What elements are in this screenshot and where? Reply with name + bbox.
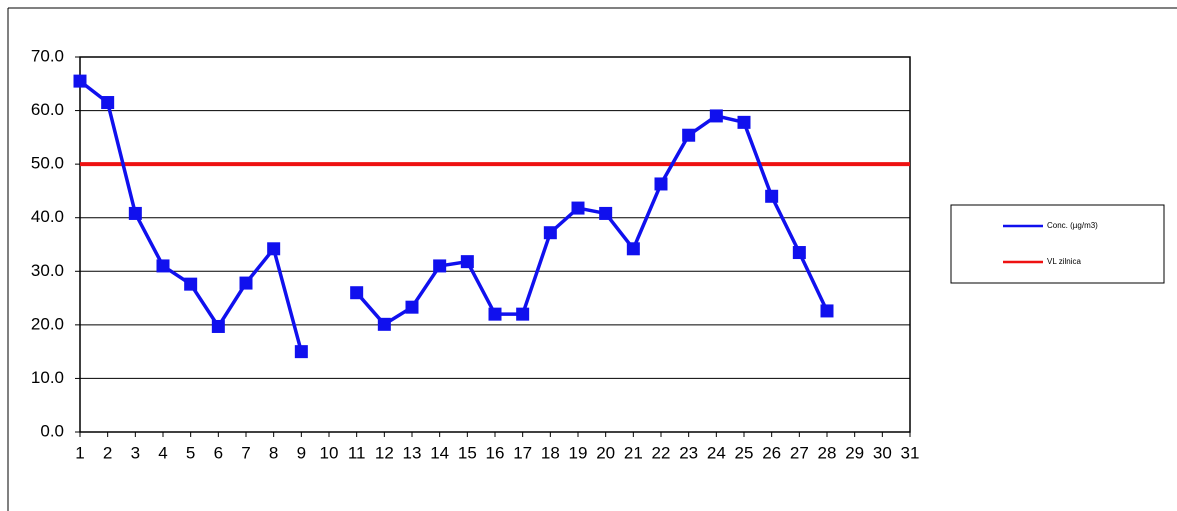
marker [820,304,834,318]
x-tick-label: 21 [624,443,643,462]
marker [765,189,779,203]
x-tick-label: 26 [762,443,781,462]
x-tick-label: 29 [845,443,864,462]
x-tick-label: 23 [679,443,698,462]
marker [654,177,668,191]
x-tick-label: 6 [214,443,223,462]
x-tick-label: 13 [403,443,422,462]
marker [294,345,308,359]
x-tick-label: 9 [297,443,306,462]
x-tick-label: 4 [158,443,167,462]
marker [516,307,530,321]
x-tick-label: 22 [652,443,671,462]
marker [460,255,474,269]
marker [128,206,142,220]
marker [73,74,87,88]
x-tick-label: 28 [818,443,837,462]
x-tick-label: 17 [513,443,532,462]
marker [737,115,751,129]
x-tick-label: 8 [269,443,278,462]
marker [488,307,502,321]
marker [101,96,115,110]
x-tick-label: 1 [75,443,84,462]
x-tick-label: 24 [707,443,726,462]
legend-label: Conc. (µg/m3) [1047,221,1098,230]
marker [433,259,447,273]
y-tick-label: 60.0 [31,100,64,119]
y-tick-label: 10.0 [31,368,64,387]
marker [184,277,198,291]
x-tick-label: 30 [873,443,892,462]
y-tick-label: 20.0 [31,314,64,333]
marker [543,226,557,240]
x-tick-label: 2 [103,443,112,462]
plot-area [79,56,911,433]
x-tick-label: 19 [569,443,588,462]
marker [405,300,419,314]
y-tick-label: 40.0 [31,207,64,226]
y-tick-label: 70.0 [31,46,64,65]
y-tick-label: 50.0 [31,154,64,173]
marker [377,317,391,331]
x-tick-label: 5 [186,443,195,462]
marker [156,259,170,273]
marker [599,206,613,220]
x-tick-label: 31 [901,443,920,462]
marker [571,201,585,215]
x-tick-label: 20 [596,443,615,462]
x-tick-label: 27 [790,443,809,462]
x-tick-label: 11 [348,443,366,462]
y-tick-label: 0.0 [40,421,64,440]
marker [626,242,640,256]
x-tick-label: 16 [486,443,505,462]
x-tick-label: 15 [458,443,477,462]
x-tick-label: 18 [541,443,560,462]
legend-label: VL zilnica [1047,257,1081,266]
y-tick-label: 30.0 [31,261,64,280]
x-tick-label: 12 [375,443,394,462]
marker [350,286,364,300]
x-tick-label: 25 [735,443,754,462]
x-tick-label: 14 [430,443,449,462]
marker [709,109,723,123]
x-tick-label: 10 [320,443,339,462]
legend-box [950,204,1165,284]
x-tick-label: 3 [131,443,140,462]
marker [792,246,806,260]
marker [211,319,225,333]
x-tick-label: 7 [241,443,250,462]
marker [267,242,281,256]
marker [682,128,696,142]
marker [239,276,253,290]
